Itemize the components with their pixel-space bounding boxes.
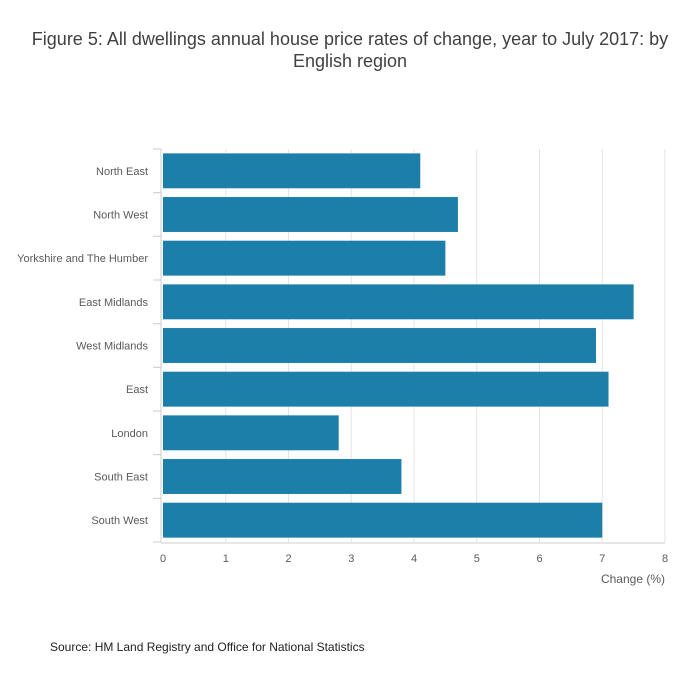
bar <box>163 415 339 451</box>
x-tick-label: 6 <box>536 553 542 565</box>
bars <box>163 153 634 538</box>
bar <box>163 197 458 232</box>
bar <box>163 328 596 363</box>
y-category-label: North West <box>93 210 148 222</box>
bar <box>163 153 421 189</box>
x-axis-label: Change (%) <box>601 572 665 586</box>
x-tick-label: 2 <box>285 553 291 565</box>
bar <box>163 502 603 538</box>
x-tick-label: 8 <box>662 553 668 565</box>
x-tick-label: 5 <box>474 553 480 565</box>
x-tick-label: 4 <box>411 553 417 565</box>
y-category-labels: North East North West Yorkshire and The Hu… <box>17 166 148 527</box>
bar <box>163 371 609 407</box>
y-category-label: South West <box>91 515 148 527</box>
bar <box>163 240 446 276</box>
y-category-label: West Midlands <box>76 341 148 353</box>
x-tick-label: 1 <box>223 553 229 565</box>
x-tick-label: 0 <box>160 553 166 565</box>
y-category-label: London <box>111 428 148 440</box>
source-note: Source: HM Land Registry and Office for … <box>50 640 365 654</box>
axes <box>153 148 665 544</box>
x-tick-label: 7 <box>599 553 605 565</box>
x-tick-labels: 0 1 2 3 4 5 6 7 8 <box>160 553 668 565</box>
y-category-label: Yorkshire and The Humber <box>17 253 148 265</box>
bar <box>163 459 402 494</box>
y-category-label: East <box>126 384 148 396</box>
y-category-label: North East <box>96 166 148 178</box>
y-category-label: South East <box>94 472 148 484</box>
chart-title: Figure 5: All dwellings annual house pri… <box>31 29 669 71</box>
x-tick-label: 3 <box>348 553 354 565</box>
y-category-label: East Midlands <box>79 297 149 309</box>
bar <box>163 284 634 320</box>
